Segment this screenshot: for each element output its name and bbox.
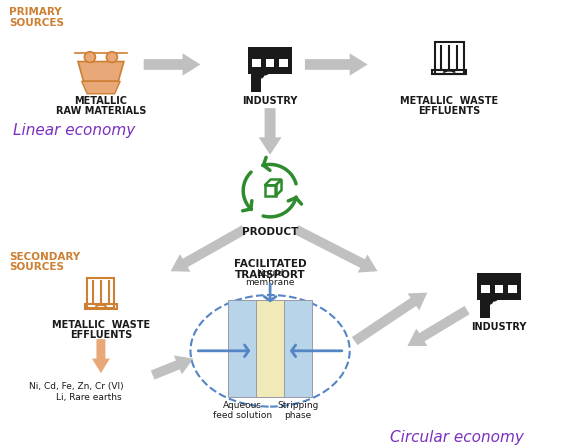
Circle shape: [489, 293, 499, 302]
Text: Ni, Cd, Fe, Zn, Cr (VI): Ni, Cd, Fe, Zn, Cr (VI): [29, 382, 124, 391]
Bar: [265, 185, 276, 196]
Text: METALLIC: METALLIC: [74, 95, 128, 106]
Text: Li, Rare earths: Li, Rare earths: [56, 392, 122, 401]
Circle shape: [106, 52, 117, 62]
Circle shape: [84, 52, 95, 62]
Circle shape: [479, 292, 488, 301]
Polygon shape: [294, 225, 377, 272]
Text: SOURCES: SOURCES: [9, 18, 65, 28]
Text: membrane: membrane: [245, 278, 295, 287]
Polygon shape: [258, 108, 282, 155]
Polygon shape: [92, 339, 110, 373]
Bar: [481, 298, 490, 318]
Text: INDUSTRY: INDUSTRY: [471, 322, 527, 332]
Text: FACILITATED: FACILITATED: [234, 258, 306, 269]
Bar: [248, 72, 292, 74]
Text: phase: phase: [284, 411, 312, 420]
Bar: [256, 300, 284, 397]
Text: Aqueous: Aqueous: [223, 401, 262, 410]
Polygon shape: [171, 225, 247, 272]
Text: Linear economy: Linear economy: [13, 123, 136, 138]
Circle shape: [260, 66, 269, 75]
Bar: [435, 42, 463, 73]
Text: Stripping: Stripping: [278, 401, 319, 410]
Bar: [266, 59, 274, 67]
Polygon shape: [305, 53, 368, 76]
Polygon shape: [151, 355, 193, 379]
Text: SECONDARY: SECONDARY: [9, 252, 80, 262]
Circle shape: [484, 296, 493, 305]
Text: feed solution: feed solution: [213, 411, 272, 420]
Text: PRODUCT: PRODUCT: [242, 227, 298, 237]
Bar: [494, 285, 503, 293]
Circle shape: [255, 70, 265, 79]
Bar: [508, 285, 517, 293]
Text: Circular economy: Circular economy: [389, 431, 523, 445]
Text: PRIMARY: PRIMARY: [9, 7, 62, 17]
Polygon shape: [407, 306, 470, 346]
Polygon shape: [144, 53, 200, 76]
Text: Liquid: Liquid: [256, 269, 284, 278]
Bar: [85, 305, 117, 309]
Text: METALLIC  WASTE: METALLIC WASTE: [52, 320, 150, 330]
Bar: [477, 298, 521, 301]
Bar: [228, 300, 256, 397]
Circle shape: [250, 65, 260, 75]
Bar: [481, 285, 490, 293]
Polygon shape: [352, 293, 428, 345]
Bar: [252, 72, 261, 91]
Bar: [87, 278, 114, 308]
Text: METALLIC  WASTE: METALLIC WASTE: [400, 95, 499, 106]
Text: SOURCES: SOURCES: [9, 263, 65, 272]
Bar: [432, 70, 466, 74]
Bar: [248, 47, 292, 72]
Text: INDUSTRY: INDUSTRY: [242, 95, 298, 106]
Bar: [279, 59, 288, 67]
Bar: [252, 59, 261, 67]
Text: EFFLUENTS: EFFLUENTS: [418, 106, 480, 116]
Bar: [477, 273, 521, 298]
Polygon shape: [82, 81, 120, 94]
Bar: [284, 300, 312, 397]
Polygon shape: [78, 61, 124, 81]
Text: EFFLUENTS: EFFLUENTS: [70, 331, 132, 340]
Text: TRANSPORT: TRANSPORT: [235, 270, 305, 280]
Text: RAW MATERIALS: RAW MATERIALS: [56, 106, 146, 116]
